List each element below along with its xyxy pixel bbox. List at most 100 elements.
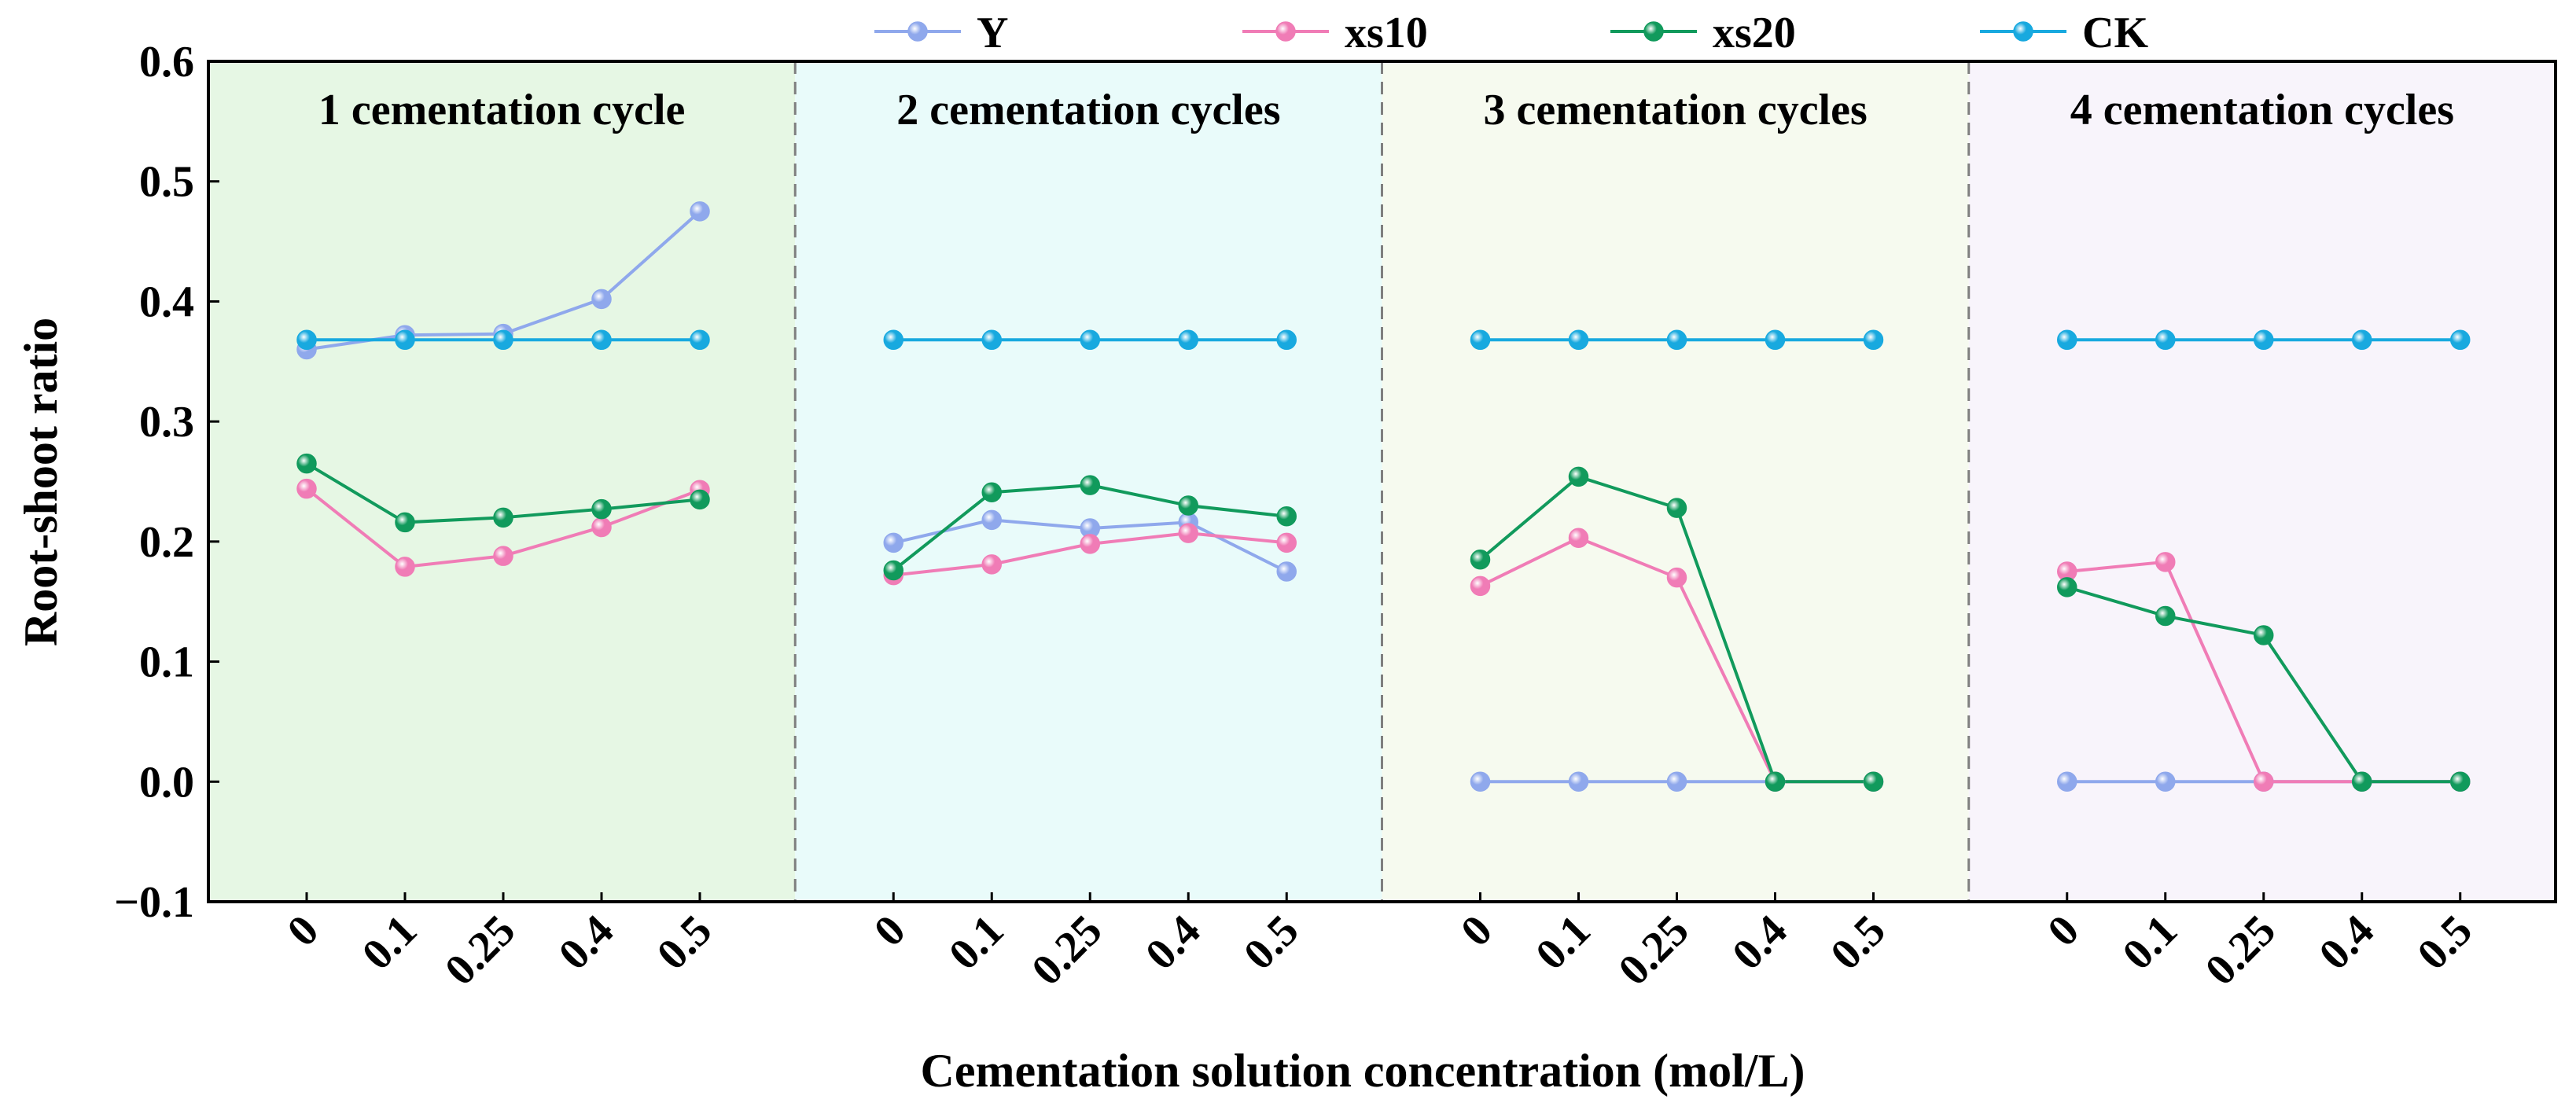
legend-marker-xs10 <box>1275 21 1296 42</box>
legend-label-xs10: xs10 <box>1345 9 1428 57</box>
x-tick-label: 0.1 <box>1526 906 1599 979</box>
legend-label-Y: Y <box>977 9 1008 57</box>
data-point-xs20 <box>1178 495 1198 516</box>
plot-border <box>207 60 2557 903</box>
x-tick-label: 0.1 <box>2114 906 2187 979</box>
data-point-CK <box>1568 329 1589 351</box>
data-point-Y <box>1276 561 1297 582</box>
data-point-CK <box>2450 329 2471 351</box>
data-point-xs10 <box>296 478 317 499</box>
x-axis-title: Cementation solution concentration (mol/… <box>921 1045 1805 1097</box>
data-point-CK <box>2155 329 2176 351</box>
x-axis-ticks: 0 0.1 0.25 0.4 0.5 0 0.1 0.25 0.4 0.5 0 0.1 0.25 0.4 0… <box>278 906 2482 995</box>
data-point-xs10 <box>981 554 1002 575</box>
data-point-xs10 <box>1178 523 1198 543</box>
x-tick-label: 0.4 <box>550 906 623 979</box>
panel-title: 4 cementation cycles <box>2070 86 2454 134</box>
data-point-Y <box>2057 771 2077 792</box>
data-point-xs10 <box>1080 534 1100 554</box>
panel-title: 1 cementation cycle <box>318 86 685 134</box>
data-point-xs20 <box>296 453 317 474</box>
data-point-CK <box>1863 329 1884 351</box>
data-point-CK <box>1178 329 1198 351</box>
data-point-CK <box>2352 329 2372 351</box>
data-point-Y <box>690 201 710 222</box>
data-point-xs10 <box>591 517 612 538</box>
data-point-CK <box>1666 329 1687 351</box>
y-tick-label: 0.2 <box>139 518 194 567</box>
legend-marker-Y <box>907 21 928 42</box>
plot-frame <box>207 60 2557 903</box>
legend-marker-CK <box>2013 21 2033 42</box>
data-point-CK <box>1470 329 1491 351</box>
data-point-xs20 <box>2254 625 2274 645</box>
panel-titles: 1 cementation cycle 2 cementation cycles 3… <box>318 86 2454 134</box>
data-point-CK <box>690 329 710 351</box>
y-tick-label: 0.1 <box>139 638 194 687</box>
legend-label-xs20: xs20 <box>1713 9 1796 57</box>
data-point-CK <box>981 329 1002 351</box>
panel-title: 2 cementation cycles <box>896 86 1280 134</box>
data-point-CK <box>296 329 317 351</box>
x-tick-label: 0.5 <box>648 906 721 979</box>
data-point-Y <box>1568 771 1589 792</box>
y-tick-label: 0.5 <box>139 158 194 207</box>
data-point-xs20 <box>2057 577 2077 597</box>
data-point-xs20 <box>493 507 513 528</box>
data-point-xs20 <box>981 482 1002 502</box>
data-point-CK <box>1276 329 1297 351</box>
data-point-Y <box>591 289 612 310</box>
x-tick-label: 0 <box>278 906 329 956</box>
data-point-Y <box>1470 771 1491 792</box>
data-point-CK <box>883 329 903 351</box>
x-tick-label: 0.1 <box>940 906 1013 979</box>
data-point-CK <box>395 329 415 351</box>
data-point-Y <box>883 532 903 553</box>
data-point-xs20 <box>1080 475 1100 495</box>
x-tick-label: 0.25 <box>436 906 524 995</box>
data-point-xs20 <box>1863 771 1884 792</box>
series-markers <box>296 201 2471 792</box>
y-tick-label: 0.3 <box>139 398 194 447</box>
data-point-xs10 <box>1666 567 1687 588</box>
panel-dividers <box>793 61 1971 902</box>
x-tick-label: 0 <box>2038 906 2088 956</box>
panel-background <box>208 61 796 902</box>
y-axis-title: Root-shoot ratio <box>15 318 67 646</box>
y-tick-label: 0.4 <box>139 278 194 326</box>
data-point-xs20 <box>2155 605 2176 627</box>
data-point-xs20 <box>1666 498 1687 518</box>
panel-background <box>1968 61 2556 902</box>
data-point-xs20 <box>395 512 415 533</box>
y-tick-label: 0.0 <box>139 758 194 807</box>
data-point-Y <box>2155 771 2176 792</box>
y-tick-label: −0.1 <box>114 878 194 927</box>
data-point-xs10 <box>395 557 415 577</box>
data-point-xs20 <box>1470 550 1491 570</box>
x-tick-label: 0.1 <box>353 906 426 979</box>
x-tick-label: 0.4 <box>1723 906 1796 979</box>
x-tick-label: 0 <box>865 906 915 956</box>
x-tick-label: 0.4 <box>2310 906 2383 979</box>
panel-title: 3 cementation cycles <box>1483 86 1867 134</box>
data-point-xs20 <box>1568 466 1589 487</box>
data-point-xs10 <box>1276 532 1297 553</box>
data-point-xs10 <box>2254 771 2274 792</box>
x-tick-label: 0.5 <box>2409 906 2482 979</box>
data-point-xs20 <box>883 560 903 581</box>
data-point-xs20 <box>591 498 612 520</box>
data-point-CK <box>493 329 513 351</box>
x-tick-label: 0.5 <box>1235 906 1308 979</box>
data-point-CK <box>2057 329 2077 351</box>
legend-label-CK: CK <box>2082 9 2148 57</box>
x-tick-label: 0 <box>1452 906 1502 956</box>
data-point-xs10 <box>1470 575 1491 597</box>
x-tick-label: 0.25 <box>2196 906 2285 995</box>
data-point-CK <box>1765 329 1786 351</box>
data-point-xs20 <box>1276 506 1297 527</box>
x-tick-label: 0.25 <box>1022 906 1111 995</box>
data-point-xs10 <box>493 546 513 566</box>
data-point-CK <box>2254 329 2274 351</box>
data-point-xs10 <box>2155 552 2176 572</box>
